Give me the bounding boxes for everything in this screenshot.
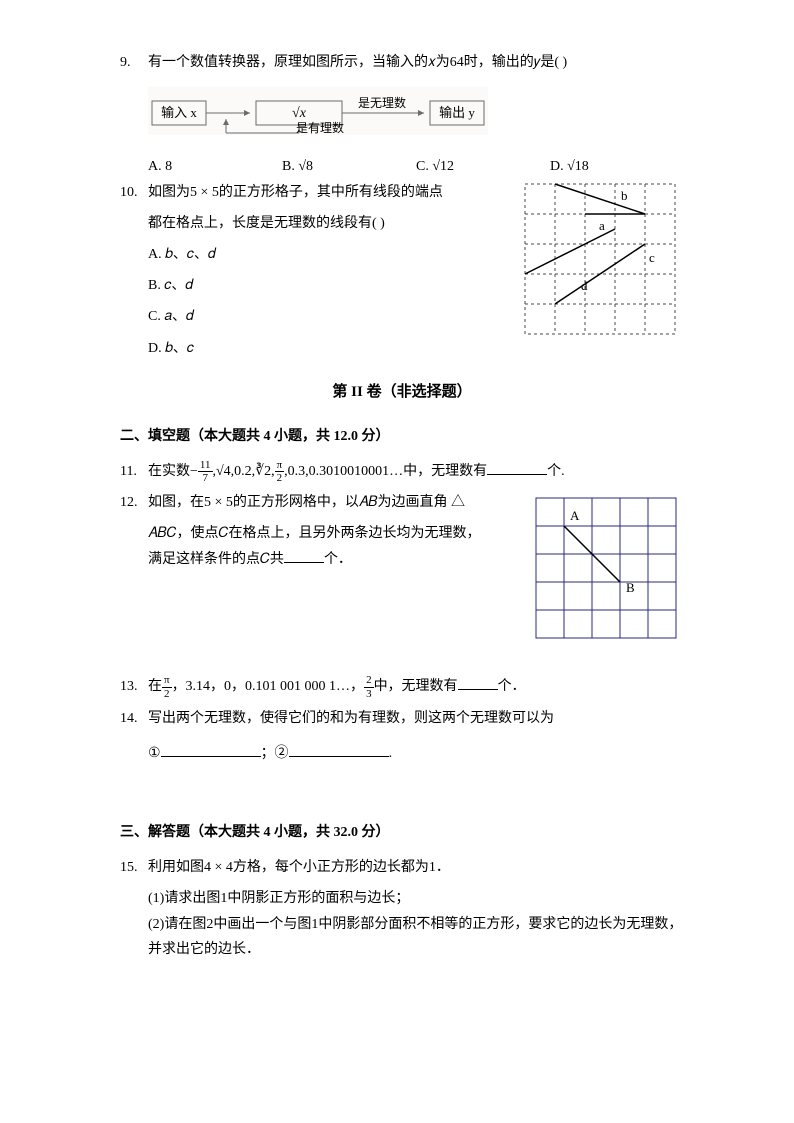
q10-label-d: d: [581, 278, 588, 293]
q9-opt-a: A. 8: [148, 154, 282, 179]
q11-mid1: ,√4,0.2,: [213, 464, 256, 479]
q10-label-b: b: [621, 188, 628, 203]
page-root: 9. 有一个数值转换器，原理如图所示，当输入的𝑥为64时，输出的𝑦是( ) 输入…: [0, 0, 794, 1002]
q9-opt-d: D. √18: [550, 154, 684, 179]
q10-opt-d: D. 𝑏、𝑐: [148, 336, 516, 361]
fill-heading: 二、填空题（本大题共 4 小题，共 12.0 分）: [120, 424, 684, 449]
q10-number: 10.: [120, 180, 148, 205]
q15-number: 15.: [120, 855, 148, 880]
q12-line3-suf: 个．: [324, 552, 352, 567]
q11-mid3: ,0.3,0.3010010001…中，无理数有: [284, 464, 487, 479]
q9-opt-c: C. √12: [416, 154, 550, 179]
answer-heading: 三、解答题（本大题共 4 小题，共 32.0 分）: [120, 820, 684, 845]
q15-p2: (2)请在图2中画出一个与图1中阴影部分面积不相等的正方形，要求它的边长为无理数…: [148, 912, 684, 962]
q11-blank: [487, 460, 547, 475]
question-11: 11. 在实数−117,√4,0.2,∛2,π2,0.3,0.301001000…: [120, 459, 684, 484]
q10-label-a: a: [599, 218, 605, 233]
spacer: [120, 646, 684, 674]
q12-blank: [284, 548, 324, 563]
q14-sep: ；②: [261, 746, 289, 761]
q14-blank1: [161, 742, 261, 757]
q14-end: .: [389, 746, 393, 761]
question-10: 10. 如图为5 × 5的正方形格子，其中所有线段的端点 都在格点上，长度是无理…: [120, 180, 684, 367]
q11-number: 11.: [120, 459, 148, 484]
q10-options: A. 𝑏、𝑐、𝑑 B. 𝑐、𝑑 C. 𝑎、𝑑 D. 𝑏、𝑐: [148, 242, 516, 361]
q14-blanks: ① ；②.: [148, 741, 684, 766]
q15-p1: (1)请求出图1中阴影正方形的面积与边长；: [148, 886, 684, 911]
q10-opt-a: A. 𝑏、𝑐、𝑑: [148, 242, 516, 267]
q11-suffix: 个.: [547, 464, 565, 479]
q9-opt-b: B. √8: [282, 154, 416, 179]
q13-blank: [458, 675, 498, 690]
q9-diagram: 输入 x √x 输出 y 是无理数 是有理数: [148, 87, 488, 135]
q13-number: 13.: [120, 674, 148, 699]
q11-cbrt: ∛2: [255, 464, 271, 479]
q13-frac1: π2: [162, 674, 172, 699]
spacer2: [120, 766, 684, 802]
q9-box3-label: 输出 y: [439, 105, 475, 120]
q14-text: 写出两个无理数，使得它们的和为有理数，则这两个无理数可以为: [148, 706, 684, 731]
q12-line3-pre: 满足这样条件的点𝐶共: [148, 552, 284, 567]
q9-number: 9.: [120, 50, 148, 75]
q13-suffix: 个．: [498, 679, 526, 694]
q9-box1-label: 输入 x: [161, 105, 197, 120]
q14-blank2: [289, 742, 389, 757]
question-13: 13. 在π2，3.14，0，0.101 001 000 1…，23中，无理数有…: [120, 674, 684, 699]
q14-l1: ①: [148, 746, 161, 761]
q9-box2-label: √x: [292, 106, 307, 121]
question-15: 15. 利用如图4 × 4方格，每个小正方形的边长都为1．: [120, 855, 684, 880]
q9-top-label: 是无理数: [358, 95, 406, 110]
question-9: 9. 有一个数值转换器，原理如图所示，当输入的𝑥为64时，输出的𝑦是( ): [120, 50, 684, 75]
q12-number: 12.: [120, 490, 148, 515]
question-14: 14. 写出两个无理数，使得它们的和为有理数，则这两个无理数可以为: [120, 706, 684, 731]
q11-pre: 在实数−: [148, 464, 198, 479]
q9-text: 有一个数值转换器，原理如图所示，当输入的𝑥为64时，输出的𝑦是( ): [148, 50, 684, 75]
q9-options: A. 8 B. √8 C. √12 D. √18: [148, 154, 684, 179]
q12-left: 12. 如图，在5 × 5的正方形网格中，以𝐴𝐵为边画直角 △ 𝐴𝐵𝐶，使点𝐶在…: [120, 490, 528, 572]
q10-opt-b: B. 𝑐、𝑑: [148, 273, 516, 298]
q15-text: 利用如图4 × 4方格，每个小正方形的边长都为1．: [148, 855, 684, 880]
q11-frac1: 117: [198, 459, 213, 484]
q10-line2: 都在格点上，长度是无理数的线段有( ): [148, 211, 516, 236]
q10-grid: b a c d: [516, 180, 684, 338]
q10-opt-c: C. 𝑎、𝑑: [148, 304, 516, 329]
q12-label-b: B: [626, 580, 635, 595]
q12-grid: A B: [528, 490, 684, 646]
q10-label-c: c: [649, 250, 655, 265]
q13-mid2: 中，无理数有: [374, 679, 458, 694]
section-2-title: 第 II 卷（非选择题）: [120, 379, 684, 406]
q9-bottom-label: 是有理数: [296, 120, 344, 135]
q12-line1: 如图，在5 × 5的正方形网格中，以𝐴𝐵为边画直角 △: [148, 490, 528, 515]
q12-line2: 𝐴𝐵𝐶，使点𝐶在格点上，且另外两条边长均为无理数，: [148, 521, 528, 546]
q11-body: 在实数−117,√4,0.2,∛2,π2,0.3,0.3010010001…中，…: [148, 459, 684, 484]
q13-body: 在π2，3.14，0，0.101 001 000 1…，23中，无理数有 个．: [148, 674, 684, 699]
q12-label-a: A: [570, 508, 580, 523]
q13-mid1: ，3.14，0，0.101 001 000 1…，: [172, 679, 365, 694]
q12-line3: 满足这样条件的点𝐶共 个．: [148, 547, 528, 572]
question-12: 12. 如图，在5 × 5的正方形网格中，以𝐴𝐵为边画直角 △ 𝐴𝐵𝐶，使点𝐶在…: [120, 490, 684, 646]
q13-pre: 在: [148, 679, 162, 694]
q10-line1: 如图为5 × 5的正方形格子，其中所有线段的端点: [148, 180, 516, 205]
q14-number: 14.: [120, 706, 148, 731]
q10-left: 10. 如图为5 × 5的正方形格子，其中所有线段的端点 都在格点上，长度是无理…: [120, 180, 516, 367]
q11-frac2: π2: [275, 459, 285, 484]
q13-frac2: 23: [364, 674, 374, 699]
